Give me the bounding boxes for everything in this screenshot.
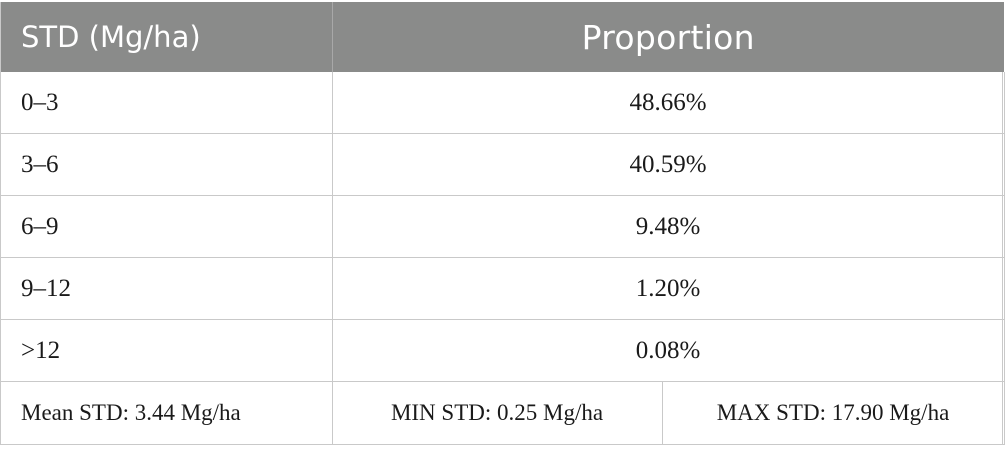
row-proportion-cell: 9.48%	[332, 195, 1005, 258]
summary-mean-cell: Mean STD: 3.44 Mg/ha	[1, 381, 333, 445]
row-range-cell: 0–3	[1, 72, 333, 134]
table-row: 3–6 40.59%	[1, 133, 1005, 196]
summary-row: Mean STD: 3.44 Mg/ha MIN STD: 0.25 Mg/ha…	[1, 381, 1005, 445]
row-proportion-cell: 40.59%	[332, 133, 1005, 196]
row-range-cell: >12	[1, 319, 333, 382]
summary-max-cell: MAX STD: 17.90 Mg/ha	[662, 381, 1005, 445]
row-range-cell: 3–6	[1, 133, 333, 196]
row-range-cell: 9–12	[1, 257, 333, 320]
table-row: 9–12 1.20%	[1, 257, 1005, 320]
summary-min-cell: MIN STD: 0.25 Mg/ha	[332, 381, 663, 445]
row-proportion-cell: 0.08%	[332, 319, 1005, 382]
row-proportion-cell: 48.66%	[332, 72, 1005, 134]
table-row: >12 0.08%	[1, 319, 1005, 382]
table-row: 6–9 9.48%	[1, 195, 1005, 258]
header-row: STD (Mg/ha) Proportion	[1, 2, 1004, 72]
header-std: STD (Mg/ha)	[1, 2, 333, 72]
std-proportion-table-container: STD (Mg/ha) Proportion 0–3 48.66% 3–6 40…	[0, 2, 1005, 445]
table-row: 0–3 48.66%	[1, 72, 1005, 134]
table-header: STD (Mg/ha) Proportion	[1, 2, 1004, 72]
header-proportion: Proportion	[332, 2, 1004, 72]
row-range-cell: 6–9	[1, 195, 333, 258]
table-body: 0–3 48.66% 3–6 40.59% 6–9 9.48% 9–12 1.2…	[1, 72, 1005, 445]
std-proportion-table: STD (Mg/ha) Proportion 0–3 48.66% 3–6 40…	[1, 2, 1005, 445]
row-proportion-cell: 1.20%	[332, 257, 1005, 320]
